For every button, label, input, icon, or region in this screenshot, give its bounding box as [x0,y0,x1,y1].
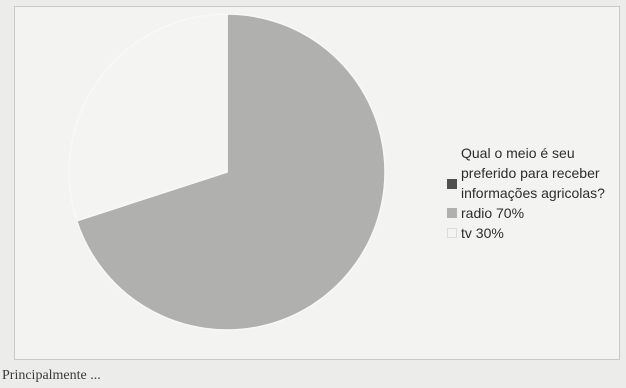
legend-title-row: Qual o meio é seu preferido para receber… [447,143,626,203]
legend-swatch-radio [447,208,457,218]
legend-item-tv: tv 30% [447,223,626,243]
legend-swatch-tv [447,228,457,238]
pie-slice-tv [68,13,228,222]
caption-text: Principalmente ... [2,368,101,383]
legend-item-radio: radio 70% [447,203,626,223]
legend-title: Qual o meio é seu preferido para receber… [461,145,605,201]
legend-label-radio: radio 70% [461,205,525,221]
chart-frame: Qual o meio é seu preferido para receber… [14,6,620,360]
legend-label-tv: tv 30% [461,225,504,241]
legend: Qual o meio é seu preferido para receber… [447,143,626,243]
pie-slice-radio [75,13,386,331]
pie-chart [68,13,386,331]
legend-title-swatch [447,179,457,189]
